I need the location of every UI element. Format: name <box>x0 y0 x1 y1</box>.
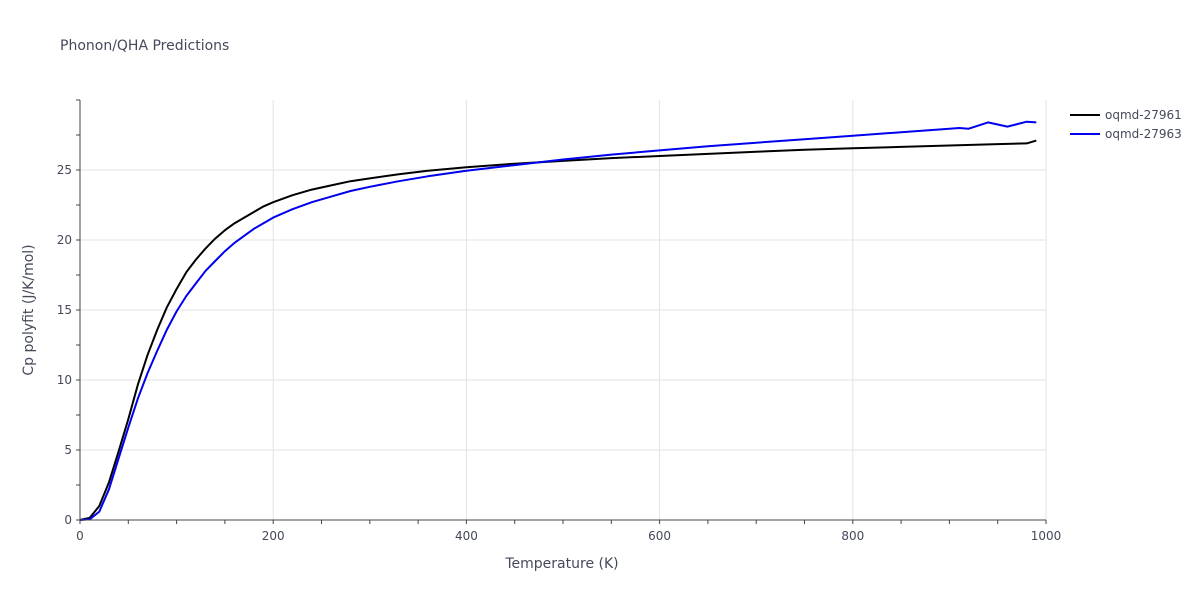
gridlines <box>80 100 1047 520</box>
x-tick-label: 800 <box>841 529 864 543</box>
x-tick-label: 600 <box>648 529 671 543</box>
x-tick-label: 1000 <box>1031 529 1062 543</box>
y-tick-label: 25 <box>57 163 72 177</box>
chart-title: Phonon/QHA Predictions <box>60 38 229 54</box>
x-axis-title: Temperature (K) <box>504 556 618 572</box>
y-tick-label: 0 <box>64 513 72 527</box>
series-line-oqmd-27961 <box>79 139 1037 521</box>
tick-labels: 0 200 400 600 800 1000 0 5 10 15 20 25 <box>57 163 1062 543</box>
y-tick-label: 20 <box>57 233 72 247</box>
legend-item-oqmd-27963[interactable]: oqmd-27963 <box>1070 127 1182 141</box>
legend-label: oqmd-27961 <box>1105 108 1182 122</box>
series-line-oqmd-27963 <box>79 120 1037 521</box>
y-axis-title: Cp polyfit (J/K/mol) <box>21 244 37 375</box>
x-tick-label: 400 <box>455 529 478 543</box>
x-tick-label: 0 <box>76 529 84 543</box>
axes <box>76 99 1047 524</box>
legend-item-oqmd-27961[interactable]: oqmd-27961 <box>1070 108 1182 122</box>
y-tick-label: 10 <box>57 373 72 387</box>
y-tick-label: 5 <box>64 443 72 457</box>
x-tick-label: 200 <box>262 529 285 543</box>
legend[interactable]: oqmd-27961 oqmd-27963 <box>1070 108 1182 141</box>
y-tick-label: 15 <box>57 303 72 317</box>
plot-area <box>79 120 1037 521</box>
legend-label: oqmd-27963 <box>1105 127 1182 141</box>
